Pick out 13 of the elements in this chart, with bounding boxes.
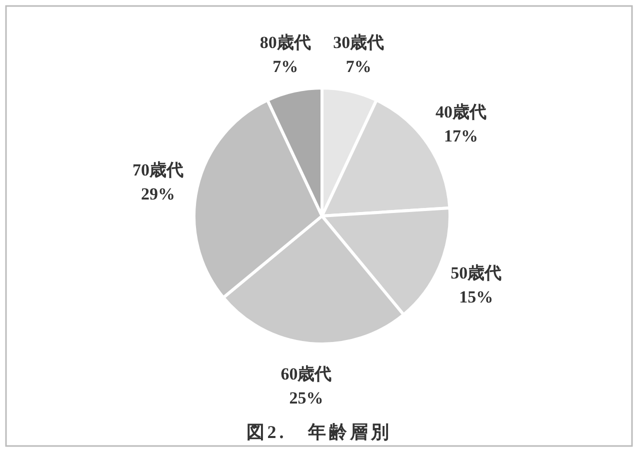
slice-label: 40歳代 xyxy=(435,102,486,122)
slice-label: 70歳代 xyxy=(132,160,184,180)
data-label: 25% xyxy=(289,388,324,408)
slice-label: 80歳代 xyxy=(260,33,311,52)
slice-label: 60歳代 xyxy=(280,364,332,384)
data-label: 7% xyxy=(272,57,298,76)
slice-label: 50歳代 xyxy=(450,264,502,283)
text: 図2. 年齢層別 xyxy=(246,422,392,442)
data-label: 7% xyxy=(346,57,372,76)
slice-label: 30歳代 xyxy=(333,33,384,52)
data-label: 17% xyxy=(444,126,478,146)
data-label: 15% xyxy=(459,288,494,307)
data-label: 29% xyxy=(141,184,176,204)
